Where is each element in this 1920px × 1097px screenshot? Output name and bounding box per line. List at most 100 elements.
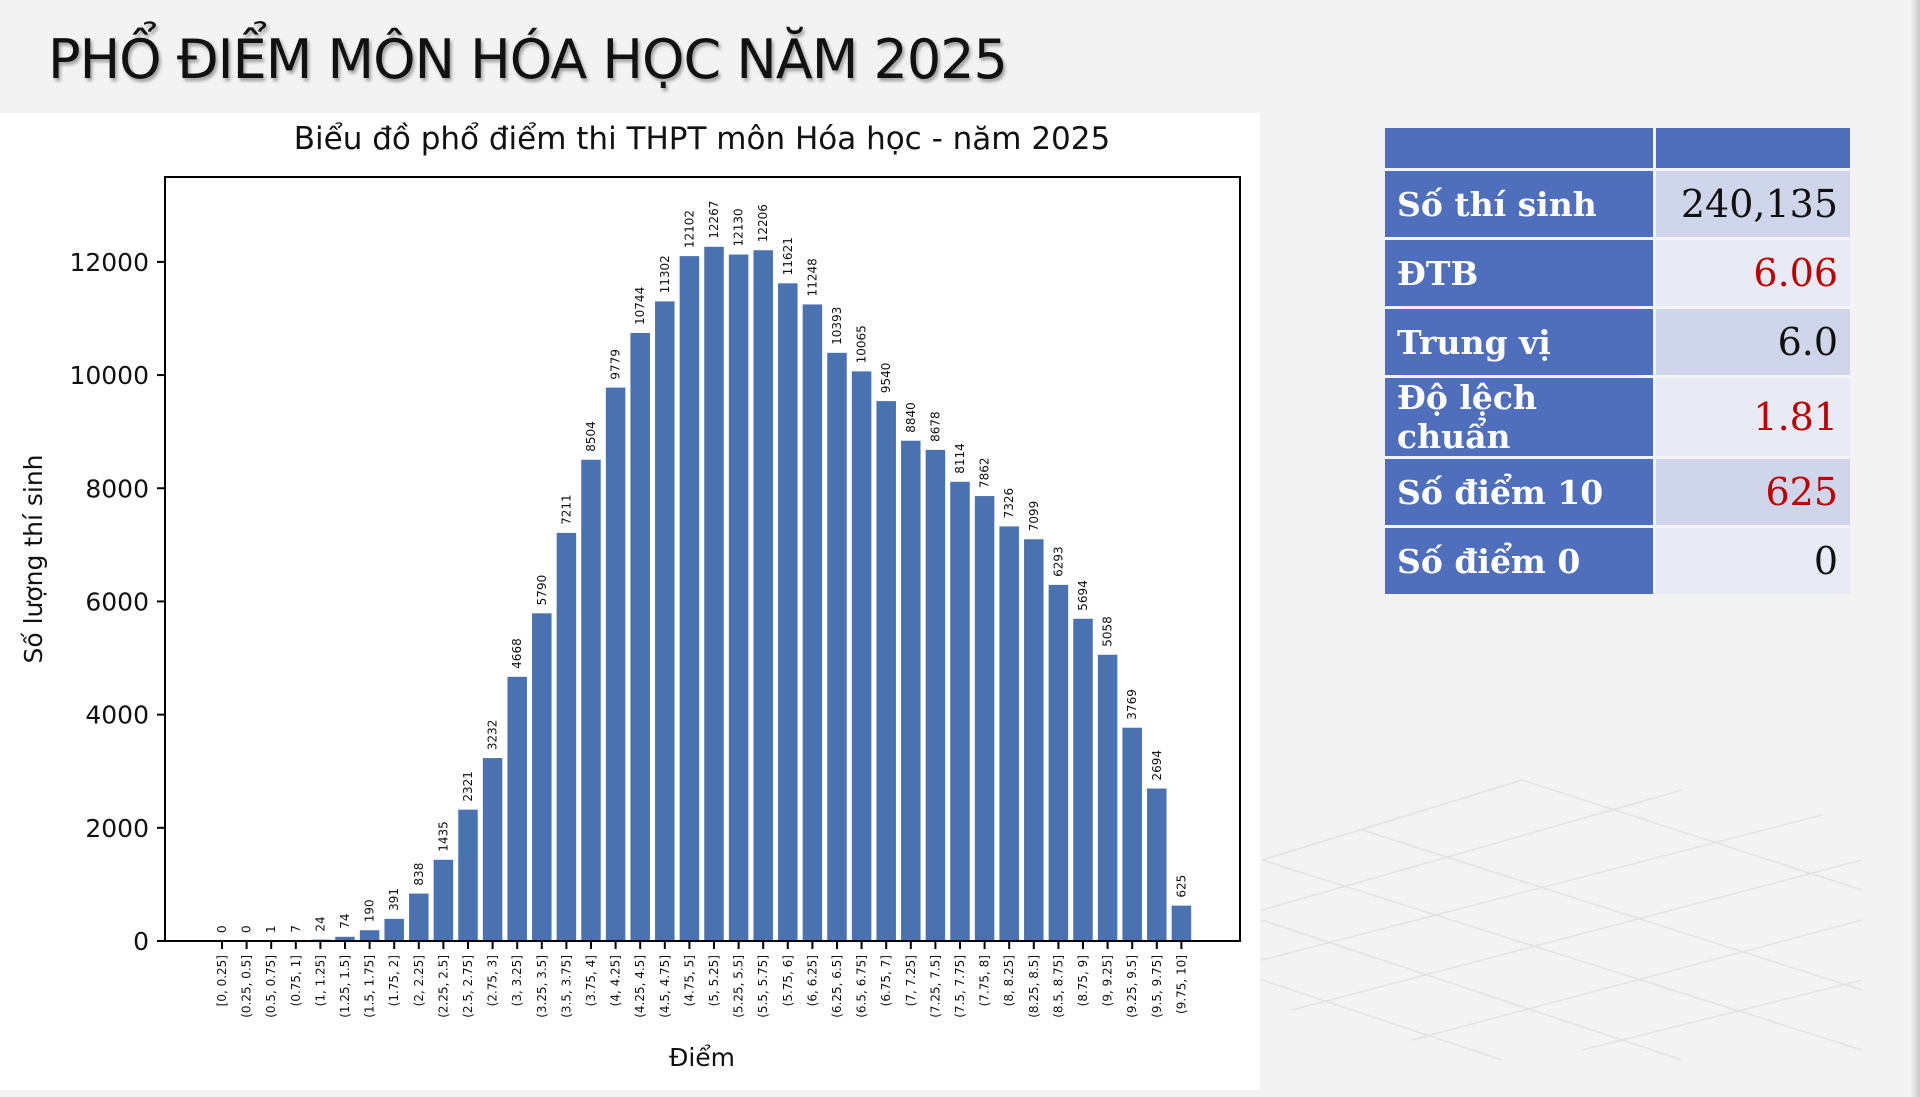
- stats-label: ĐTB: [1385, 240, 1653, 306]
- bar-value-label: 10744: [633, 287, 647, 325]
- stats-header-cell: [1656, 128, 1850, 168]
- x-tick-label: (6.75, 7]: [879, 955, 893, 1006]
- bar-value-label: 5694: [1076, 580, 1090, 611]
- bar-value-label: 11248: [805, 258, 819, 296]
- y-axis-label: Số lượng thí sinh: [19, 454, 48, 663]
- bar-value-label: 6293: [1051, 546, 1065, 577]
- x-tick-label: (7.75, 8]: [978, 955, 992, 1006]
- x-tick-label: (3.75, 4]: [584, 955, 598, 1006]
- bar-value-label: 7099: [1027, 501, 1041, 532]
- bar: [974, 496, 995, 941]
- x-tick-label: (1, 1.25]: [313, 955, 327, 1006]
- bar: [1171, 905, 1192, 941]
- bar-value-label: 0: [215, 925, 229, 933]
- x-tick-label: (5.75, 6]: [781, 955, 795, 1006]
- bar-value-label: 4668: [510, 638, 524, 669]
- y-tick-label: 6000: [85, 587, 149, 616]
- stats-value: 625: [1656, 459, 1850, 525]
- stats-row-median: Trung vị 6.0: [1385, 309, 1850, 375]
- stats-header-cell: [1385, 128, 1653, 168]
- stats-label: Số điểm 10: [1385, 459, 1653, 525]
- bar: [384, 918, 404, 941]
- stats-row-stddev: Độ lệch chuẩn 1.81: [1385, 378, 1850, 456]
- bar: [851, 371, 872, 941]
- bar: [655, 301, 675, 941]
- stats-label: Trung vị: [1385, 309, 1653, 375]
- x-tick-label: (9.5, 9.75]: [1150, 955, 1164, 1018]
- stats-label: Số điểm 0: [1385, 528, 1653, 594]
- x-tick-label: (8.25, 8.5]: [1027, 955, 1041, 1018]
- bar: [507, 676, 527, 941]
- x-tick-label: (6.25, 6.5]: [830, 955, 844, 1018]
- bar: [482, 758, 503, 941]
- x-tick-label: (4.25, 4.5]: [633, 955, 647, 1018]
- x-tick-label: (3, 3.25]: [510, 955, 524, 1006]
- x-tick-label: (7.25, 7.5]: [928, 955, 942, 1018]
- bar-value-label: 12206: [756, 204, 770, 242]
- bar: [802, 304, 823, 941]
- chart-title: Biểu đồ phổ điểm thi THPT môn Hóa học - …: [294, 121, 1110, 157]
- bar: [556, 532, 577, 941]
- bar-value-label: 625: [1174, 875, 1188, 898]
- stats-value: 1.81: [1656, 378, 1850, 456]
- bar: [679, 256, 700, 941]
- stats-value: 6.06: [1656, 240, 1850, 306]
- x-tick-label: (2.5, 2.75]: [461, 955, 475, 1018]
- x-tick-label: (5, 5.25]: [707, 955, 721, 1006]
- bar: [728, 254, 749, 941]
- bar-value-label: 2694: [1150, 750, 1164, 781]
- bar-value-label: 8840: [904, 402, 918, 433]
- y-tick-label: 2000: [85, 814, 149, 843]
- bar-value-label: 1435: [436, 821, 450, 852]
- bar-value-label: 12102: [682, 210, 696, 248]
- bar: [1122, 727, 1142, 941]
- x-tick-label: (0.75, 1]: [289, 955, 303, 1006]
- bar: [605, 387, 626, 941]
- bar: [581, 459, 601, 941]
- bar-value-label: 7862: [978, 458, 992, 489]
- x-tick-label: (1.75, 2]: [387, 955, 401, 1006]
- x-tick-label: (2, 2.25]: [412, 955, 426, 1006]
- x-tick-label: (5.5, 5.75]: [756, 955, 770, 1018]
- bar-value-label: 12267: [707, 201, 721, 239]
- x-tick-label: (0.25, 0.5]: [240, 955, 254, 1018]
- y-tick-label: 10000: [69, 361, 149, 390]
- stats-row-score10: Số điểm 10 625: [1385, 459, 1850, 525]
- bar: [999, 526, 1019, 941]
- bar: [1097, 654, 1118, 941]
- bar-value-label: 5058: [1101, 616, 1115, 647]
- bar-value-label: 10065: [855, 325, 869, 363]
- chart-panel: Biểu đồ phổ điểm thi THPT môn Hóa học - …: [0, 113, 1260, 1090]
- bar-value-label: 9540: [879, 363, 893, 394]
- x-tick-label: (8, 8.25]: [1002, 955, 1016, 1006]
- bar: [1073, 618, 1093, 941]
- x-tick-label: (2.75, 3]: [486, 955, 500, 1006]
- bar-value-label: 9779: [609, 349, 623, 380]
- bar: [778, 283, 798, 941]
- bar-value-label: 1: [264, 925, 278, 933]
- bar-value-label: 5790: [535, 575, 549, 606]
- bar: [359, 930, 380, 941]
- bar: [950, 481, 970, 941]
- stats-row-mean: ĐTB 6.06: [1385, 240, 1850, 306]
- bar: [925, 449, 946, 941]
- x-tick-label: (0.5, 0.75]: [264, 955, 278, 1018]
- x-tick-label: (2.25, 2.5]: [436, 955, 450, 1018]
- y-tick-label: 0: [133, 927, 149, 956]
- bar-value-label: 7211: [559, 494, 573, 525]
- bar-value-label: 24: [313, 916, 327, 931]
- x-tick-label: (4.5, 4.75]: [658, 955, 672, 1018]
- bar-value-label: 8504: [584, 421, 598, 452]
- x-tick-label: (1.25, 1.5]: [338, 955, 352, 1018]
- bar-value-label: 838: [412, 863, 426, 886]
- stats-label: Số thí sinh: [1385, 171, 1653, 237]
- x-tick-label: (8.5, 8.75]: [1051, 955, 1065, 1018]
- stats-value: 6.0: [1656, 309, 1850, 375]
- x-tick-label: (3.25, 3.5]: [535, 955, 549, 1018]
- y-tick-label: 8000: [85, 474, 149, 503]
- bar: [901, 440, 921, 941]
- bar-value-label: 7: [289, 925, 303, 933]
- bar-value-label: 10393: [830, 307, 844, 345]
- decorative-grid: [1262, 779, 1863, 1061]
- bar-value-label: 391: [387, 888, 401, 911]
